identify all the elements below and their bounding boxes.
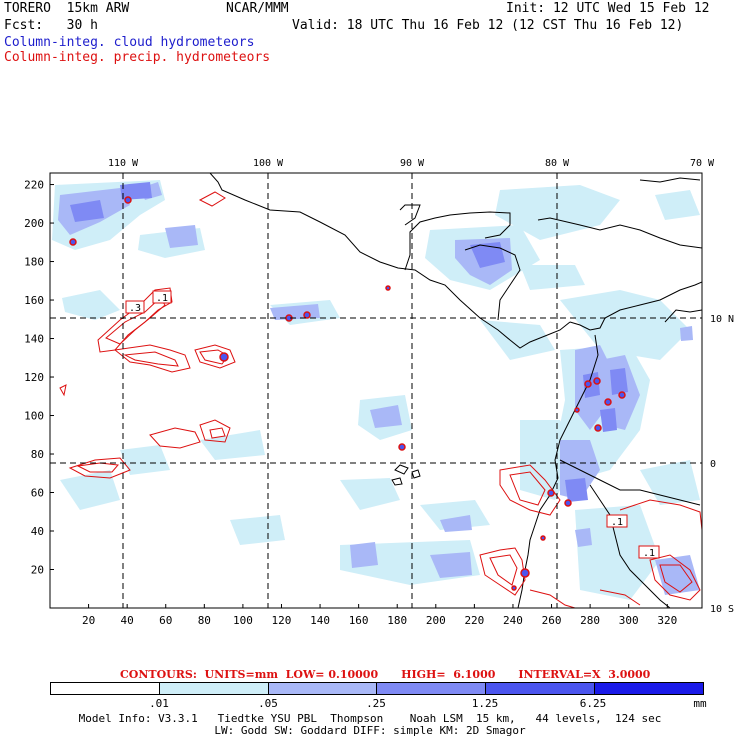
x-tick-label: 20: [82, 614, 95, 627]
y-tick-label: 180: [24, 256, 44, 269]
y-grid-ticks: 220 200 180 160 140 120 100 80 60 40 20: [24, 179, 54, 577]
contour-label: .1: [611, 517, 623, 528]
init-time: Init: 12 UTC Wed 15 Feb 12: [506, 1, 710, 16]
weather-map: .3 .1 .1 .1 110 W 100 W 90 W 80 W 70 W 1…: [24, 158, 734, 627]
colorbar-label: .05: [258, 697, 278, 710]
contour-label: .3: [129, 303, 141, 314]
forecast-hour: Fcst: 30 h: [4, 18, 98, 33]
field-precip-label: Column-integ. precip. hydrometeors: [4, 50, 271, 65]
y-tick-label: 80: [31, 448, 44, 461]
precip-contours: [59, 191, 702, 608]
y-tick-label: 160: [24, 294, 44, 307]
colorbar-label: 6.25: [579, 697, 607, 710]
lon-labels: 110 W 100 W 90 W 80 W 70 W: [108, 158, 715, 169]
x-grid-ticks: 20 40 60 80 100 120 140 160 180 200 220 240 260 280 30…: [82, 604, 677, 627]
lat-lon-grid: [50, 173, 702, 608]
lon-label: 110 W: [108, 158, 139, 169]
x-tick-label: 300: [619, 614, 639, 627]
lon-label: 90 W: [400, 158, 425, 169]
x-tick-label: 220: [464, 614, 484, 627]
x-tick-label: 200: [426, 614, 446, 627]
contour-label-boxes: .3 .1 .1 .1: [125, 290, 660, 559]
x-tick-label: 320: [657, 614, 677, 627]
lon-label: 80 W: [545, 158, 570, 169]
x-tick-label: 140: [310, 614, 330, 627]
colorbar-unit: mm: [693, 697, 707, 710]
model-info-line1: Model Info: V3.3.1 Tiedtke YSU PBL Thomp…: [78, 712, 662, 725]
y-tick-label: 40: [31, 525, 44, 538]
y-tick-label: 100: [24, 410, 44, 423]
x-tick-label: 80: [198, 614, 211, 627]
coastlines: [209, 173, 702, 608]
contour-label: .1: [643, 548, 655, 559]
y-tick-label: 60: [31, 487, 44, 500]
y-tick-label: 20: [31, 564, 44, 577]
precip-maxima: [69, 196, 626, 591]
map-frame: [49, 172, 703, 609]
y-tick-label: 200: [24, 217, 44, 230]
contour-label: .1: [156, 293, 168, 304]
y-tick-label: 140: [24, 333, 44, 346]
x-tick-label: 160: [349, 614, 369, 627]
x-tick-label: 260: [542, 614, 562, 627]
x-tick-label: 180: [387, 614, 407, 627]
cloud-shading: [52, 180, 700, 600]
colorbar-label: .25: [366, 697, 386, 710]
y-tick-label: 220: [24, 179, 44, 192]
colorbar-bin: [377, 683, 487, 694]
x-tick-label: 60: [159, 614, 172, 627]
x-tick-label: 280: [580, 614, 600, 627]
contour-info: CONTOURS: UNITS=mm LOW= 0.10000 HIGH= 6.…: [120, 668, 651, 681]
valid-time: Valid: 18 UTC Thu 16 Feb 12 (12 CST Thu …: [292, 18, 684, 33]
colorbar-bin: [51, 683, 160, 694]
x-tick-label: 120: [272, 614, 292, 627]
colorbar-bin: [159, 683, 269, 694]
center-name: NCAR/MMM: [226, 1, 289, 16]
lat-label: 0: [710, 459, 716, 470]
model-info-line2: LW: Godd SW: Goddard DIFF: simple KM: 2D…: [214, 724, 526, 737]
colorbar: [50, 682, 704, 695]
colorbar-bin: [595, 683, 703, 694]
y-tick-label: 120: [24, 371, 44, 384]
x-tick-label: 40: [121, 614, 134, 627]
lat-label: 10 N: [710, 314, 734, 325]
lon-label: 70 W: [690, 158, 715, 169]
lat-label: 10 S: [710, 604, 734, 615]
lat-labels: 10 N 0 10 S: [710, 314, 734, 615]
colorbar-bin: [486, 683, 596, 694]
colorbar-bin: [268, 683, 378, 694]
x-tick-label: 100: [233, 614, 253, 627]
x-tick-label: 240: [503, 614, 523, 627]
colorbar-label: .01: [149, 697, 169, 710]
model-name: TORERO 15km ARW: [4, 1, 130, 16]
field-cloud-label: Column-integ. cloud hydrometeors: [4, 35, 255, 50]
lon-label: 100 W: [253, 158, 284, 169]
colorbar-label: 1.25: [471, 697, 499, 710]
